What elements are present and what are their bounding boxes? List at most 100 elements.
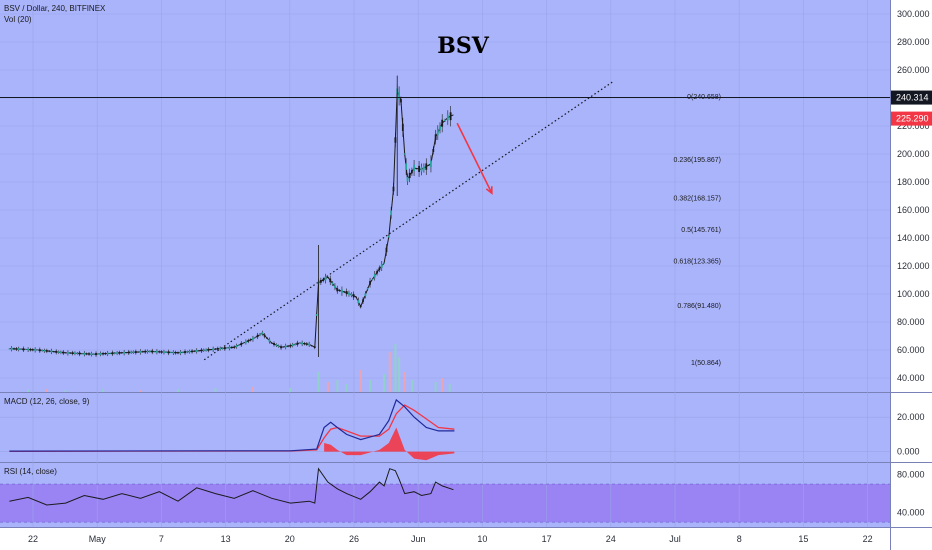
candle-body [305,343,308,345]
candle-body [167,351,170,354]
candle-body [235,345,238,348]
candle-body [434,134,437,141]
price-axis[interactable]: 300.000280.000260.000240.000220.000200.0… [897,9,930,518]
candle-body [85,353,88,355]
candle-body [273,343,275,346]
volume-bar [398,357,401,392]
candle-body [322,279,325,281]
candle-body [282,346,285,348]
candle-body [313,346,316,348]
candle-body [132,351,135,353]
candle-body [64,352,67,354]
candle-body [106,352,109,355]
candle-body [57,351,60,353]
price-tick-label: 100.000 [897,289,930,299]
trendline[interactable] [203,80,614,361]
rsi-band [0,484,890,523]
price-tick-label: 120.000 [897,261,930,271]
candle-body [109,353,111,355]
time-tick-label: May [89,534,107,544]
volume-legend[interactable]: Vol (20) [4,15,32,24]
volume-bar [411,380,414,392]
candle-body [153,351,156,353]
candle-body [280,346,282,349]
candle-body [118,352,121,354]
candle-body [158,351,161,353]
candle-body [270,342,273,344]
volume-bar [214,388,217,392]
candle-body [444,119,446,122]
rsi-legend[interactable]: RSI (14, close) [4,467,57,476]
time-tick-label: 22 [28,534,38,544]
candle-body [137,351,140,353]
candle-body [359,305,362,308]
current-price-tag [891,111,932,126]
time-tick-label: Jul [669,534,681,544]
macd-layer [0,398,890,461]
candle-body [88,353,90,355]
candle-body [364,293,367,297]
candle-body [151,350,154,353]
candle-body [83,352,86,355]
candle-body [15,348,18,350]
time-tick-label: 10 [477,534,487,544]
candle-body [181,352,184,354]
candle-body [71,352,74,355]
candle-body [425,163,428,170]
candle-body [394,137,397,143]
candle-body [362,299,364,302]
candle-body [294,343,297,345]
macd-legend[interactable]: MACD (12, 26, close, 9) [4,397,90,406]
fib-level-label: 0.5(145.761) [681,227,721,234]
candle-body [380,264,383,268]
horizontal-line-tag [891,90,932,105]
candle-body [144,350,147,353]
candle-body [284,345,287,348]
candle-body [184,351,186,354]
candle-body [378,267,381,271]
time-tick-label: 26 [349,534,359,544]
price-tick-label: 180.000 [897,177,930,187]
candle-body [291,344,294,346]
time-tick-label: 20 [285,534,295,544]
candle-body [355,296,357,298]
volume-bar [289,388,292,392]
time-tick-label: Jun [411,534,426,544]
price-tick-label: 140.000 [897,233,930,243]
candle-body [219,347,222,350]
candle-body [336,288,339,292]
candle-body [10,347,13,350]
candle-body [24,349,27,350]
volume-bar [345,384,348,392]
candle-body [266,337,268,339]
candle-body [41,350,44,351]
candle-body [296,342,299,345]
candle-body [432,148,435,153]
candle-body [123,351,126,354]
arrow-layer [456,122,493,195]
candle-body [373,273,376,278]
volume-bar [177,389,179,392]
candle-body [116,352,119,354]
candle-body [111,352,114,355]
time-axis[interactable]: 22 May 7 13 20 26 Jun 10 17 24 Jul 8 15 22 [28,534,873,544]
candle-body [170,352,172,353]
candle-body [385,247,388,253]
candle-body [405,163,408,170]
volume-bar [403,372,406,392]
candle-body [55,350,58,353]
symbol-legend[interactable]: BSV / Dollar, 240, BITFINEX [4,4,106,13]
projection-arrow[interactable] [456,122,493,194]
candle-body [38,349,41,352]
candle-body [249,339,252,341]
volume-bar [441,378,444,392]
candle-body [418,165,420,173]
candle-body [36,349,39,351]
price-layer [8,75,454,357]
candle-body [27,348,30,351]
candle-body [303,343,306,345]
candle-body [90,353,93,355]
volume-bar [102,389,105,392]
rsi-tick-label: 80.000 [897,469,925,479]
